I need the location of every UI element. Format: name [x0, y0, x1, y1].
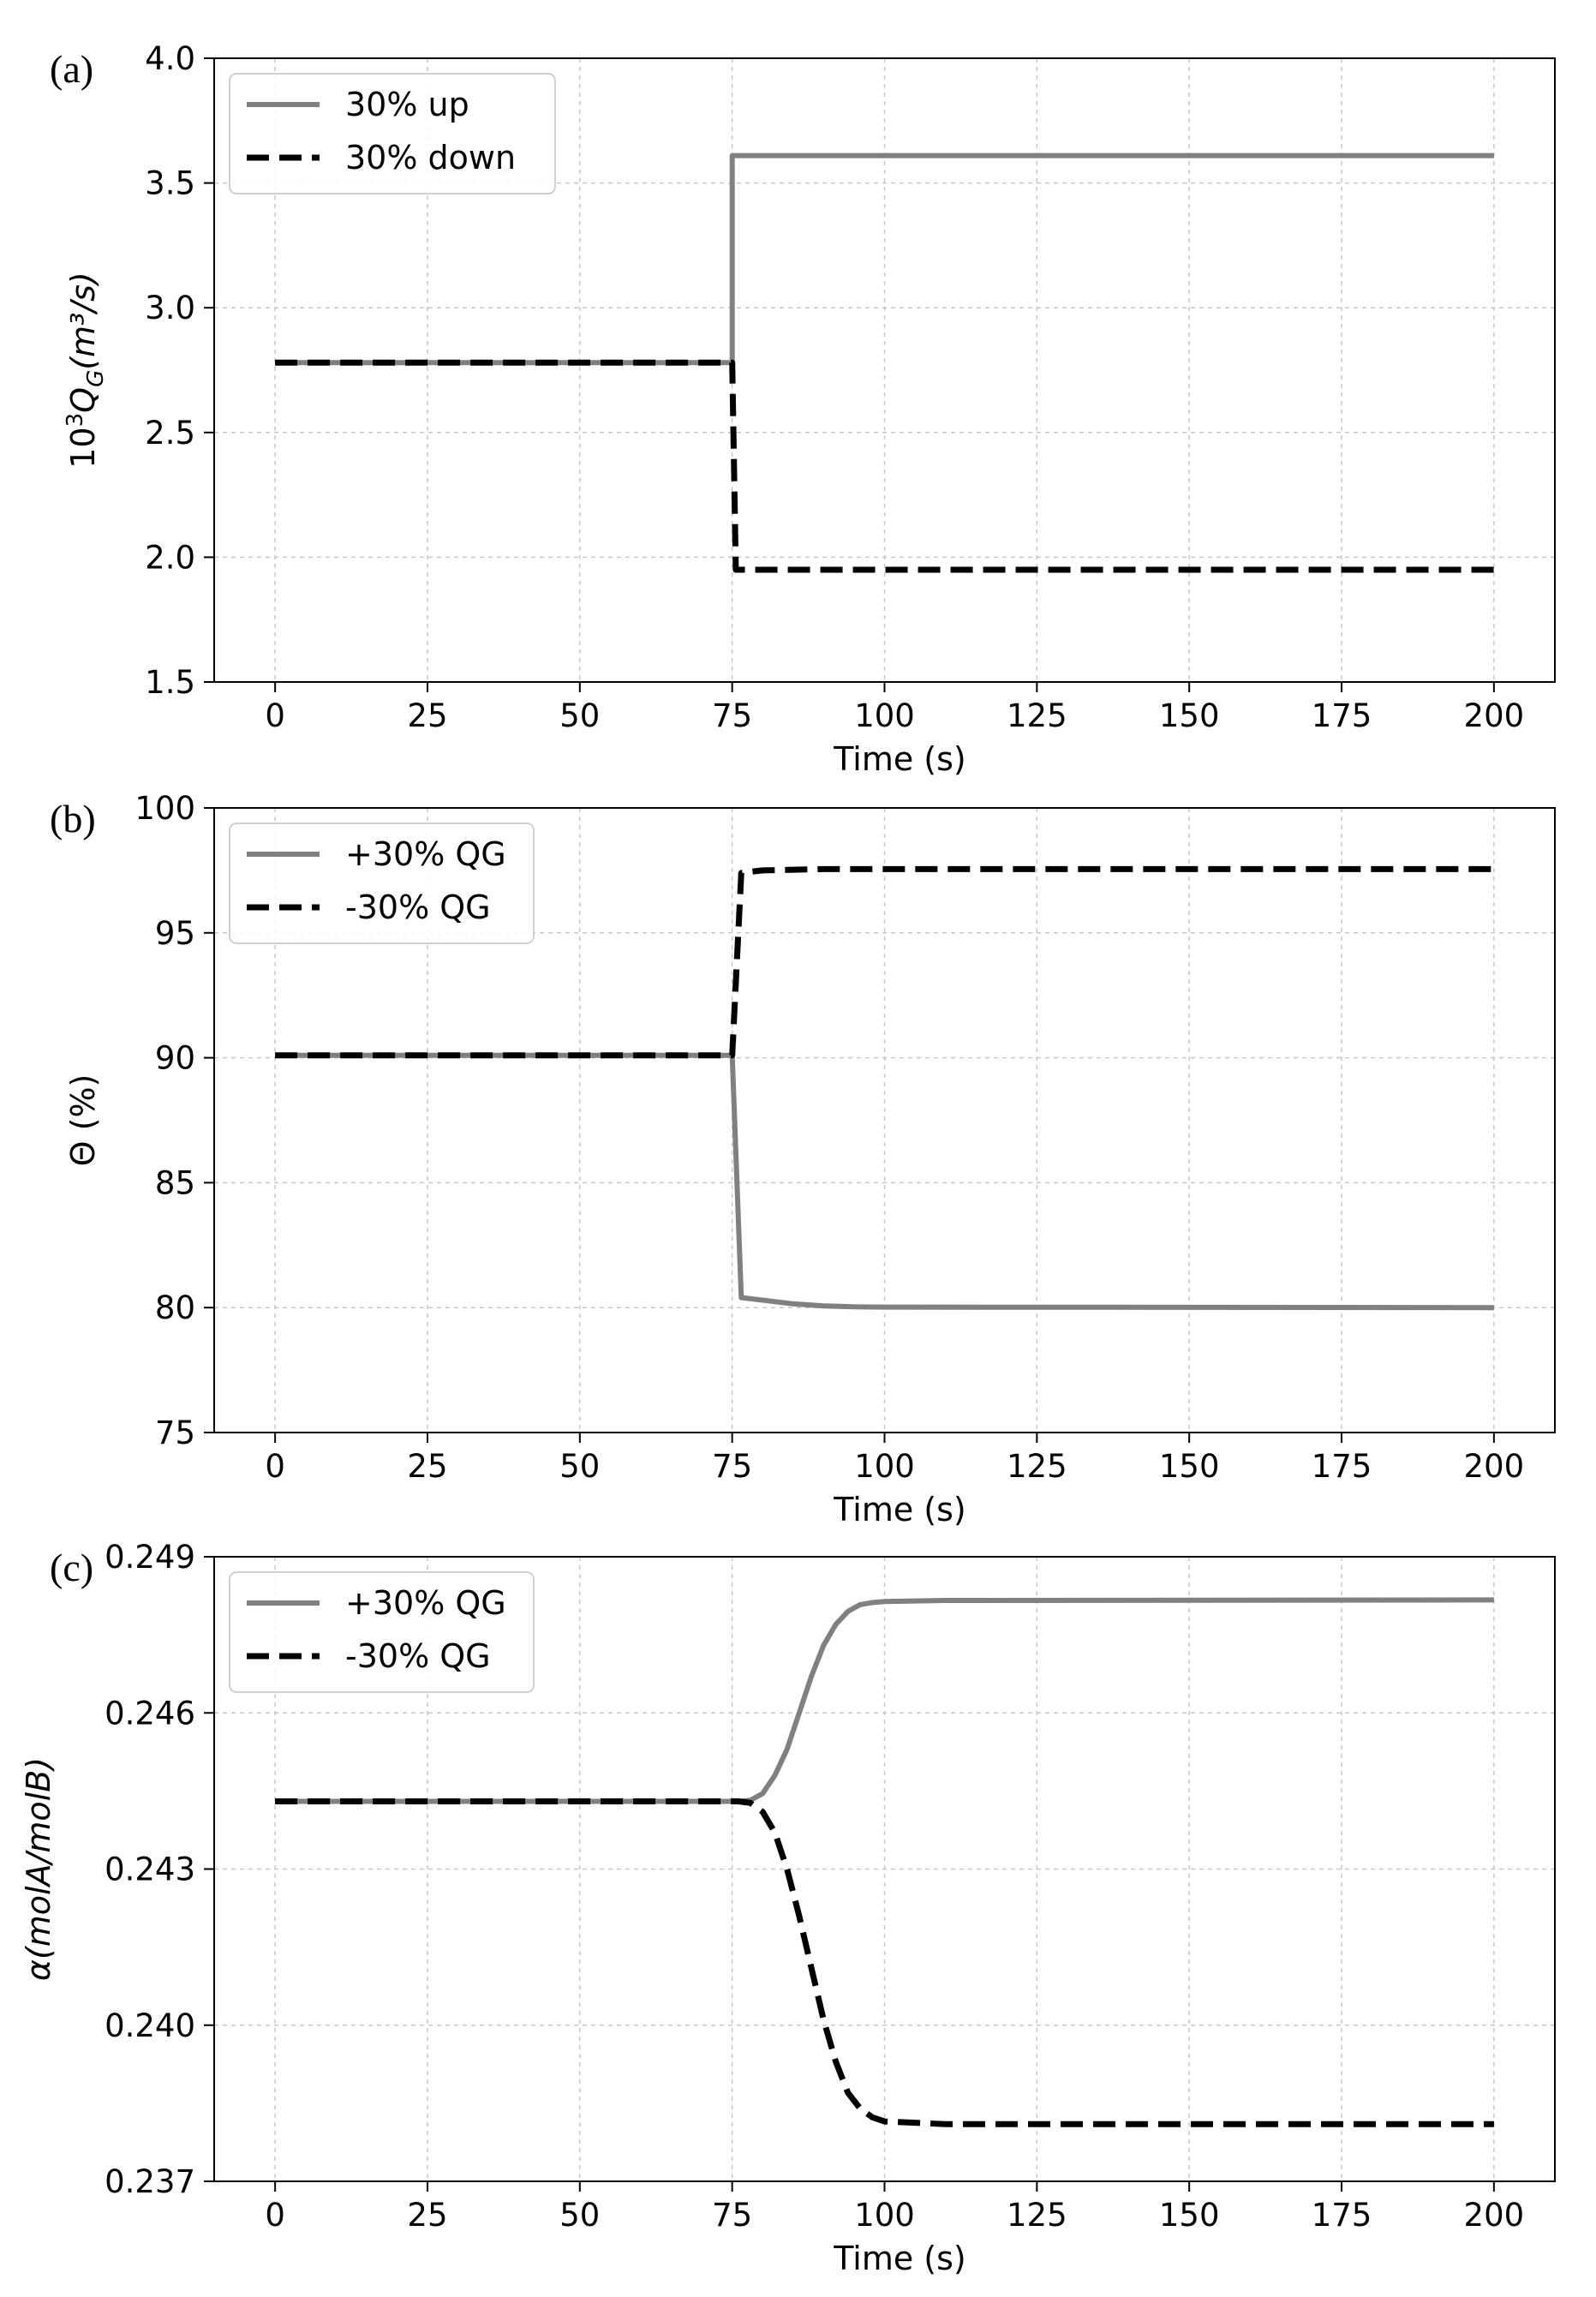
y-tick-label: 1.5: [145, 664, 195, 701]
x-tick-label: 0: [265, 697, 285, 734]
y-tick-label: 85: [155, 1164, 195, 1201]
x-tick-label: 200: [1464, 1448, 1525, 1485]
x-tick-label: 200: [1464, 697, 1525, 734]
chart-panel-b: 0 25 50 75 100 125 150 175 200 75 80 85 90 95 100 Time …: [50, 790, 1556, 1528]
x-tick-label: 50: [559, 1448, 600, 1485]
legend: +30% QG -30% QG: [229, 822, 535, 944]
y-tick-label: 2.5: [145, 415, 195, 452]
legend: +30% QG -30% QG: [229, 1571, 535, 1693]
x-tick-label: 25: [407, 697, 447, 734]
y-tick-label: 90: [155, 1040, 195, 1077]
x-tick-label: 175: [1312, 697, 1372, 734]
panel-label: (b): [50, 797, 96, 840]
y-axis-label: Θ (%): [64, 1074, 102, 1167]
legend-label-2: -30% QG: [345, 1637, 491, 1675]
chart-panel-a: 0 25 50 75 100 125 150 175 200 1.5 2.0 2.5 3.0 3.5 4.0…: [50, 40, 1556, 778]
y-tick-label: 0.249: [105, 1539, 195, 1576]
x-axis-label: Time (s): [833, 1491, 966, 1528]
x-tick-label: 150: [1159, 697, 1220, 734]
x-tick-label: 75: [712, 1448, 752, 1485]
x-tick-label: 50: [559, 2197, 600, 2234]
y-tick-label: 75: [155, 1415, 195, 1451]
series-line-2: [275, 359, 1494, 573]
y-tick-label: 4.0: [145, 40, 195, 77]
series-line-2: [275, 1798, 1494, 2127]
chart-panel-c: 0 25 50 75 100 125 150 175 200 0.237 0.240 0.243 0.2…: [20, 1539, 1556, 2277]
series-line-1: [275, 1052, 1494, 1311]
legend-label-1: 30% up: [345, 86, 469, 123]
x-tick-label: 25: [407, 2197, 447, 2234]
legend-label-2: 30% down: [345, 139, 516, 176]
x-tick-label: 200: [1464, 2197, 1525, 2234]
x-tick-label: 100: [854, 2197, 915, 2234]
x-tick-label: 75: [712, 2197, 752, 2234]
y-tick-label: 100: [134, 790, 195, 827]
y-tick-label: 2.0: [145, 539, 195, 576]
x-axis-label: Time (s): [833, 740, 966, 778]
y-tick-label: 0.246: [105, 1695, 195, 1732]
x-axis-label: Time (s): [833, 2240, 966, 2277]
x-tick-label: 175: [1312, 2197, 1372, 2234]
x-tick-label: 0: [265, 1448, 285, 1485]
y-tick-label: 3.0: [145, 290, 195, 326]
x-tick-label: 25: [407, 1448, 447, 1485]
y-tick-label: 95: [155, 915, 195, 952]
y-tick-label: 0.243: [105, 1851, 195, 1888]
y-tick-label: 80: [155, 1289, 195, 1326]
x-tick-label: 75: [712, 697, 752, 734]
y-tick-label: 3.5: [145, 165, 195, 202]
panel-label: (a): [50, 47, 93, 91]
x-tick-label: 150: [1159, 1448, 1220, 1485]
x-tick-label: 100: [854, 697, 915, 734]
x-tick-label: 0: [265, 2197, 285, 2234]
legend: 30% up 30% down: [229, 73, 556, 194]
y-axis-label: 103QG(m³/s): [63, 272, 109, 469]
x-tick-label: 125: [1007, 1448, 1067, 1485]
legend-label-2: -30% QG: [345, 888, 491, 926]
legend-label-1: +30% QG: [345, 1584, 506, 1622]
panel-label: (c): [50, 1546, 93, 1589]
x-tick-label: 175: [1312, 1448, 1372, 1485]
x-tick-label: 50: [559, 697, 600, 734]
legend-label-1: +30% QG: [345, 835, 506, 873]
series-line-2: [275, 865, 1494, 1059]
series-line-1: [275, 1597, 1494, 1804]
x-tick-label: 100: [854, 1448, 915, 1485]
y-tick-label: 0.237: [105, 2163, 195, 2200]
x-tick-label: 150: [1159, 2197, 1220, 2234]
y-axis-label: α(molA/molB): [20, 1757, 57, 1981]
y-tick-label: 0.240: [105, 2007, 195, 2044]
x-tick-label: 125: [1007, 2197, 1067, 2234]
x-tick-label: 125: [1007, 697, 1067, 734]
